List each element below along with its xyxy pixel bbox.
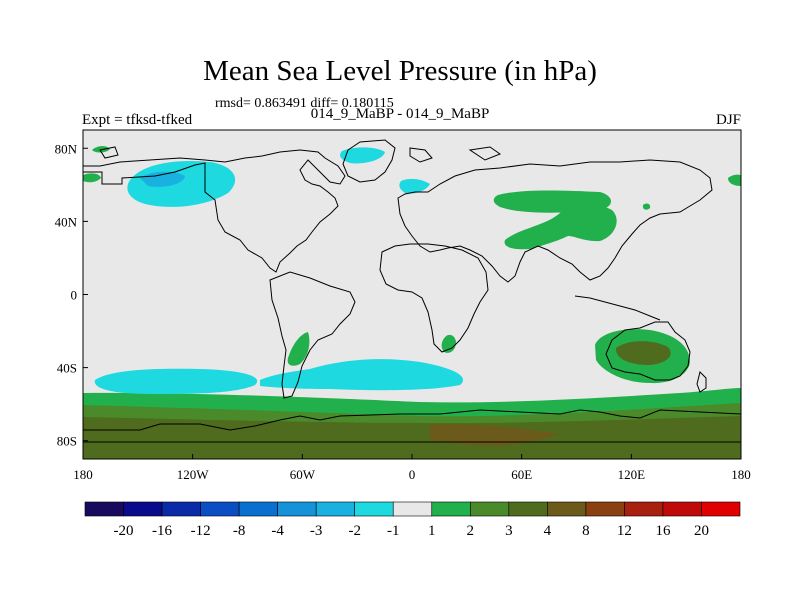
colorbar-label: 2 [467, 523, 475, 539]
chart-subtitle: 014_9_MaBP - 014_9_MaBP [310, 106, 490, 122]
experiment-label: Expt = tfksd-tfked [82, 112, 193, 128]
x-axis-ticks: 180 120W 60W 0 60E 120E 180 [73, 454, 751, 482]
west-edge-green [83, 173, 101, 183]
y-tick-label: 80S [57, 434, 77, 449]
colorbar-label: 12 [617, 523, 632, 539]
southern-band-brown [430, 424, 560, 446]
pacific-green-spot [642, 203, 651, 210]
colorbar-label: -20 [114, 523, 134, 539]
colorbar-label: 4 [544, 523, 552, 539]
greenland-cyan [340, 147, 385, 164]
coastlines [83, 139, 741, 443]
stats-line: rmsd= 0.863491 diff= 0.180115 [215, 96, 394, 111]
colorbar-swatch [315, 501, 356, 517]
colorbar [84, 501, 741, 517]
chart-title: Mean Sea Level Pressure (in hPa) [203, 55, 597, 87]
colorbar-swatch [624, 501, 664, 517]
colorbar-label: 16 [655, 523, 671, 539]
australia-olive [615, 341, 671, 365]
colorbar-swatch [431, 501, 471, 517]
x-tick-label: 120W [177, 467, 210, 482]
y-axis-ticks: 80N 40N 0 40S 80S [55, 141, 88, 449]
south-america-green [287, 332, 310, 366]
africa-coast [379, 243, 489, 353]
antarctica-coast [83, 409, 741, 443]
y-tick-label: 40S [57, 361, 77, 376]
east-edge-green [728, 174, 741, 186]
south-pacific-cyan [94, 368, 258, 394]
arctic-islands-coast [99, 146, 502, 163]
colorbar-swatch [701, 501, 741, 517]
colorbar-label: 8 [582, 523, 590, 539]
new-zealand-coast [696, 371, 707, 393]
y-tick-label: 0 [71, 288, 78, 303]
x-tick-label: 0 [409, 467, 416, 482]
north-atlantic-cyan [399, 178, 430, 194]
x-tick-label: 60E [511, 467, 532, 482]
colorbar-label: -16 [152, 523, 172, 539]
colorbar-swatch [585, 501, 625, 517]
colorbar-label: -12 [191, 523, 211, 539]
x-tick-label: 180 [731, 467, 751, 482]
colorbar-swatch [469, 501, 510, 517]
colorbar-swatch [354, 501, 394, 517]
colorbar-label: 1 [428, 523, 436, 539]
colorbar-swatch [238, 501, 278, 517]
indonesia-coast [574, 295, 661, 321]
colorbar-label: -1 [387, 523, 400, 539]
colorbar-labels: -20 -16 -12 -8 -4 -3 -2 -1 1 2 3 4 8 12 16 20 [114, 523, 709, 539]
colorbar-swatch [392, 501, 433, 517]
colorbar-label: -2 [348, 523, 361, 539]
colorbar-swatch [277, 501, 317, 517]
x-tick-label: 120E [618, 467, 646, 482]
north-pacific-cyan [127, 160, 236, 207]
north-america-coast [83, 149, 346, 273]
x-tick-label: 180 [73, 467, 93, 482]
colorbar-swatch [662, 501, 702, 517]
colorbar-label: 3 [505, 523, 513, 539]
colorbar-label: -8 [233, 523, 246, 539]
colorbar-swatch [200, 501, 240, 517]
y-tick-label: 40N [55, 214, 78, 229]
x-tick-label: 60W [290, 467, 316, 482]
colorbar-label: -4 [271, 523, 284, 539]
colorbar-swatch [547, 501, 587, 517]
south-america-coast [269, 271, 356, 399]
y-tick-label: 80N [55, 141, 78, 156]
colorbar-swatch [123, 501, 163, 517]
season-label: DJF [715, 112, 741, 128]
asia-green [504, 204, 617, 250]
australia-coast [605, 321, 691, 381]
colorbar-swatch [84, 501, 124, 517]
colorbar-label: -3 [310, 523, 323, 539]
colorbar-swatch [508, 501, 548, 517]
colorbar-swatch [161, 501, 201, 517]
north-pacific-blue [140, 171, 185, 187]
colorbar-label: 20 [694, 523, 709, 539]
southern-ocean-cyan [260, 359, 464, 391]
greenland-coast [342, 139, 396, 183]
south-africa-green [441, 334, 456, 353]
eurasia-coast [397, 159, 713, 283]
